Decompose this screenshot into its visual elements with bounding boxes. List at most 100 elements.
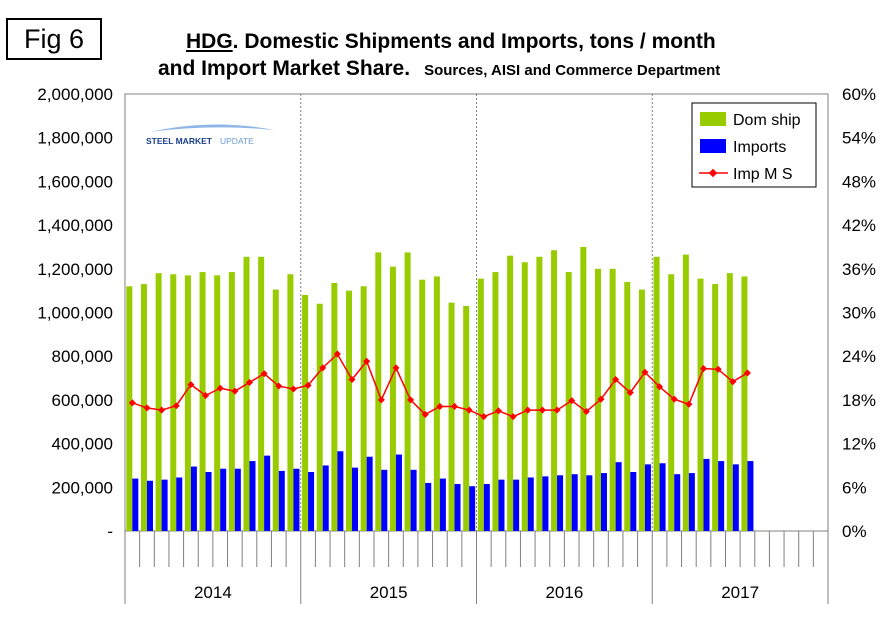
left-axis-tick-label: 200,000: [52, 478, 113, 497]
imports-bar: [308, 472, 315, 531]
dom-ship-bar: [155, 273, 162, 531]
chart-sources: Sources, AISI and Commerce Department: [424, 62, 721, 79]
imp-ms-point: [363, 357, 371, 365]
imports-bar: [469, 486, 476, 531]
imports-bar: [659, 463, 666, 531]
imports-bar: [366, 456, 373, 531]
imp-ms-point: [260, 370, 268, 378]
imports-bar: [454, 484, 461, 531]
imp-ms-point: [158, 406, 166, 414]
chart-title-line2-text: and Import Market Share.: [158, 57, 411, 80]
dom-ship-bar: [389, 266, 396, 531]
imports-bar: [527, 477, 534, 531]
dom-ship-bar: [609, 268, 616, 531]
imports-bar: [732, 464, 739, 531]
legend-swatch-imp-ms-marker: [708, 168, 718, 178]
dom-ship-bar: [712, 284, 719, 531]
left-axis-tick-label: 1,200,000: [37, 260, 113, 279]
imp-ms-point: [553, 406, 561, 414]
imp-ms-point: [143, 404, 151, 412]
imp-ms-point: [480, 413, 488, 421]
dom-ship-bar: [404, 252, 411, 531]
right-axis-tick-label: 30%: [842, 304, 876, 323]
dom-ship-bar: [433, 276, 440, 531]
chart-title-line2: and Import Market Share. Sources, AISI an…: [158, 57, 720, 81]
dom-ship-bar: [624, 281, 631, 531]
imports-bar: [322, 465, 329, 531]
chart-title-line1: HDG. Domestic Shipments and Imports, ton…: [186, 30, 716, 54]
legend-label-dom-ship: Dom ship: [733, 112, 801, 129]
dom-ship-bar: [199, 272, 206, 531]
imp-ms-point: [172, 402, 180, 410]
dom-ship-bar: [507, 255, 514, 531]
imports-bar: [718, 461, 725, 531]
imports-bar: [352, 467, 359, 531]
dom-ship-bar: [521, 262, 528, 531]
year-separators: [300, 94, 653, 531]
imp-ms-point: [612, 375, 620, 384]
imports-bar: [176, 477, 183, 531]
imports-bar: [425, 482, 432, 531]
imp-ms-point: [245, 378, 254, 386]
imp-ms-point: [319, 364, 327, 372]
imp-ms-point: [333, 350, 341, 358]
dom-ship-bar: [653, 256, 660, 531]
imports-bar: [132, 478, 139, 531]
imp-ms-point: [187, 381, 195, 389]
left-axis-tick-label: 600,000: [52, 391, 113, 410]
left-axis-tick-label: 1,600,000: [37, 172, 113, 191]
left-axis-tick-label: 1,000,000: [37, 304, 113, 323]
right-axis-tick-label: 42%: [842, 216, 876, 235]
imp-ms-point: [436, 402, 444, 410]
dom-ship-bar: [726, 273, 733, 531]
right-axis-tick-label: 18%: [842, 391, 876, 410]
imports-bar: [498, 479, 505, 531]
imp-ms-point: [743, 369, 751, 377]
right-axis-tick-label: 48%: [842, 172, 876, 191]
logo-swoosh: [150, 124, 274, 132]
imports-bar: [439, 478, 446, 531]
dom-ship-bar: [287, 274, 294, 531]
imp-ms-point: [568, 397, 576, 405]
imp-ms-point: [670, 395, 678, 403]
imports-bar: [264, 455, 271, 531]
dom-ship-bar: [228, 272, 235, 531]
imp-ms-point: [304, 381, 312, 389]
imp-ms-line: [128, 350, 751, 421]
dom-ship-bar: [243, 256, 250, 531]
imp-ms-point: [685, 400, 693, 408]
year-label: 2015: [370, 583, 408, 602]
legend-label-imp-ms: Imp M S: [733, 166, 793, 183]
imports-bar: [513, 479, 520, 531]
dom-ship-bar: [272, 289, 279, 531]
dom-ship-bar: [463, 305, 470, 531]
imp-ms-point: [582, 408, 590, 416]
chart-title-hdg: HDG: [186, 30, 233, 53]
left-axis-tick-label: 800,000: [52, 347, 113, 366]
year-label: 2014: [194, 583, 232, 602]
left-axis-tick-label: 1,400,000: [37, 216, 113, 235]
imports-bar: [674, 474, 681, 531]
right-axis: 0% 6% 12% 18% 24% 30% 36% 42% 48% 54% 60%: [842, 85, 876, 541]
dom-ship-bar: [346, 290, 353, 531]
imp-ms-point: [202, 391, 210, 400]
imports-bar: [278, 470, 285, 531]
dom-ship-bar: [140, 284, 147, 531]
dom-ship-bar: [668, 274, 675, 531]
dom-ship-bar: [170, 274, 177, 531]
imports-bar: [190, 466, 197, 531]
imports-bar: [644, 464, 651, 531]
logo-text-bold: STEEL MARKET: [146, 136, 213, 146]
imp-ms-point: [494, 407, 503, 415]
left-axis: - 200,000 400,000 600,000 800,000 1,000,000 1,…: [37, 85, 113, 541]
imports-bar: [747, 461, 754, 531]
left-axis-tick-label: 1,800,000: [37, 129, 113, 148]
imp-ms-point: [626, 389, 634, 397]
imp-ms-point: [231, 387, 239, 395]
imports-bar: [293, 468, 300, 531]
dom-ship-bar: [360, 286, 367, 531]
logo-text-light: UPDATE: [220, 136, 254, 146]
dom-ship-bar: [492, 272, 499, 531]
imports-bar: [410, 469, 417, 531]
